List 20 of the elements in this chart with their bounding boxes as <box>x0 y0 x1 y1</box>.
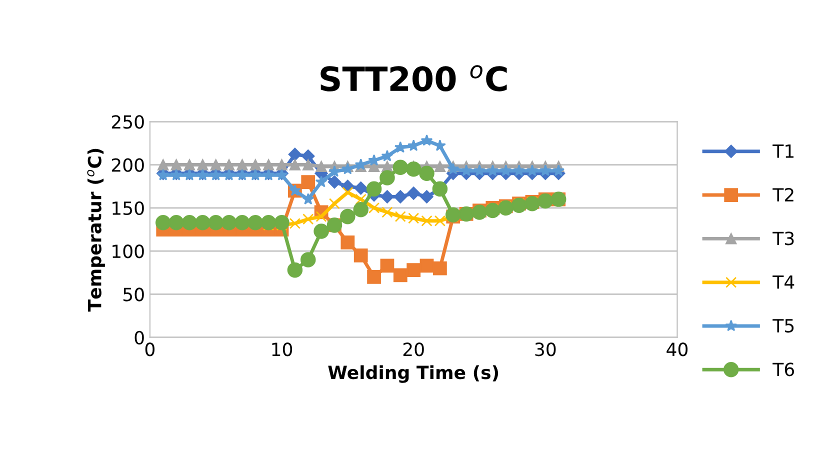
chart-title: STT200 $^{o}$C <box>320 65 507 92</box>
legend-label: T6 <box>772 362 794 376</box>
x-axis-title: Welding Time (s) <box>328 365 498 383</box>
y-tick-label: 0 <box>134 330 144 344</box>
y-axis-title: Temperatur ($^{o}$C) <box>87 148 105 312</box>
legend-label: T3 <box>772 232 794 246</box>
x-tick-label: 20 <box>403 342 424 356</box>
x-tick-label: 30 <box>535 342 556 356</box>
y-tick-label: 200 <box>112 158 144 172</box>
legend-label: T1 <box>772 144 794 158</box>
x-tick-label: 10 <box>272 342 292 356</box>
y-tick-label: 250 <box>112 115 144 129</box>
y-tick-label: 100 <box>112 244 144 258</box>
legend-label: T4 <box>772 276 794 289</box>
x-tick-label: 0 <box>145 342 154 356</box>
y-tick-label: 50 <box>123 288 144 302</box>
y-tick-label: 150 <box>112 201 144 216</box>
legend-label: T2 <box>772 188 794 202</box>
legend-label: T5 <box>772 319 794 333</box>
x-tick-label: 40 <box>666 342 688 356</box>
